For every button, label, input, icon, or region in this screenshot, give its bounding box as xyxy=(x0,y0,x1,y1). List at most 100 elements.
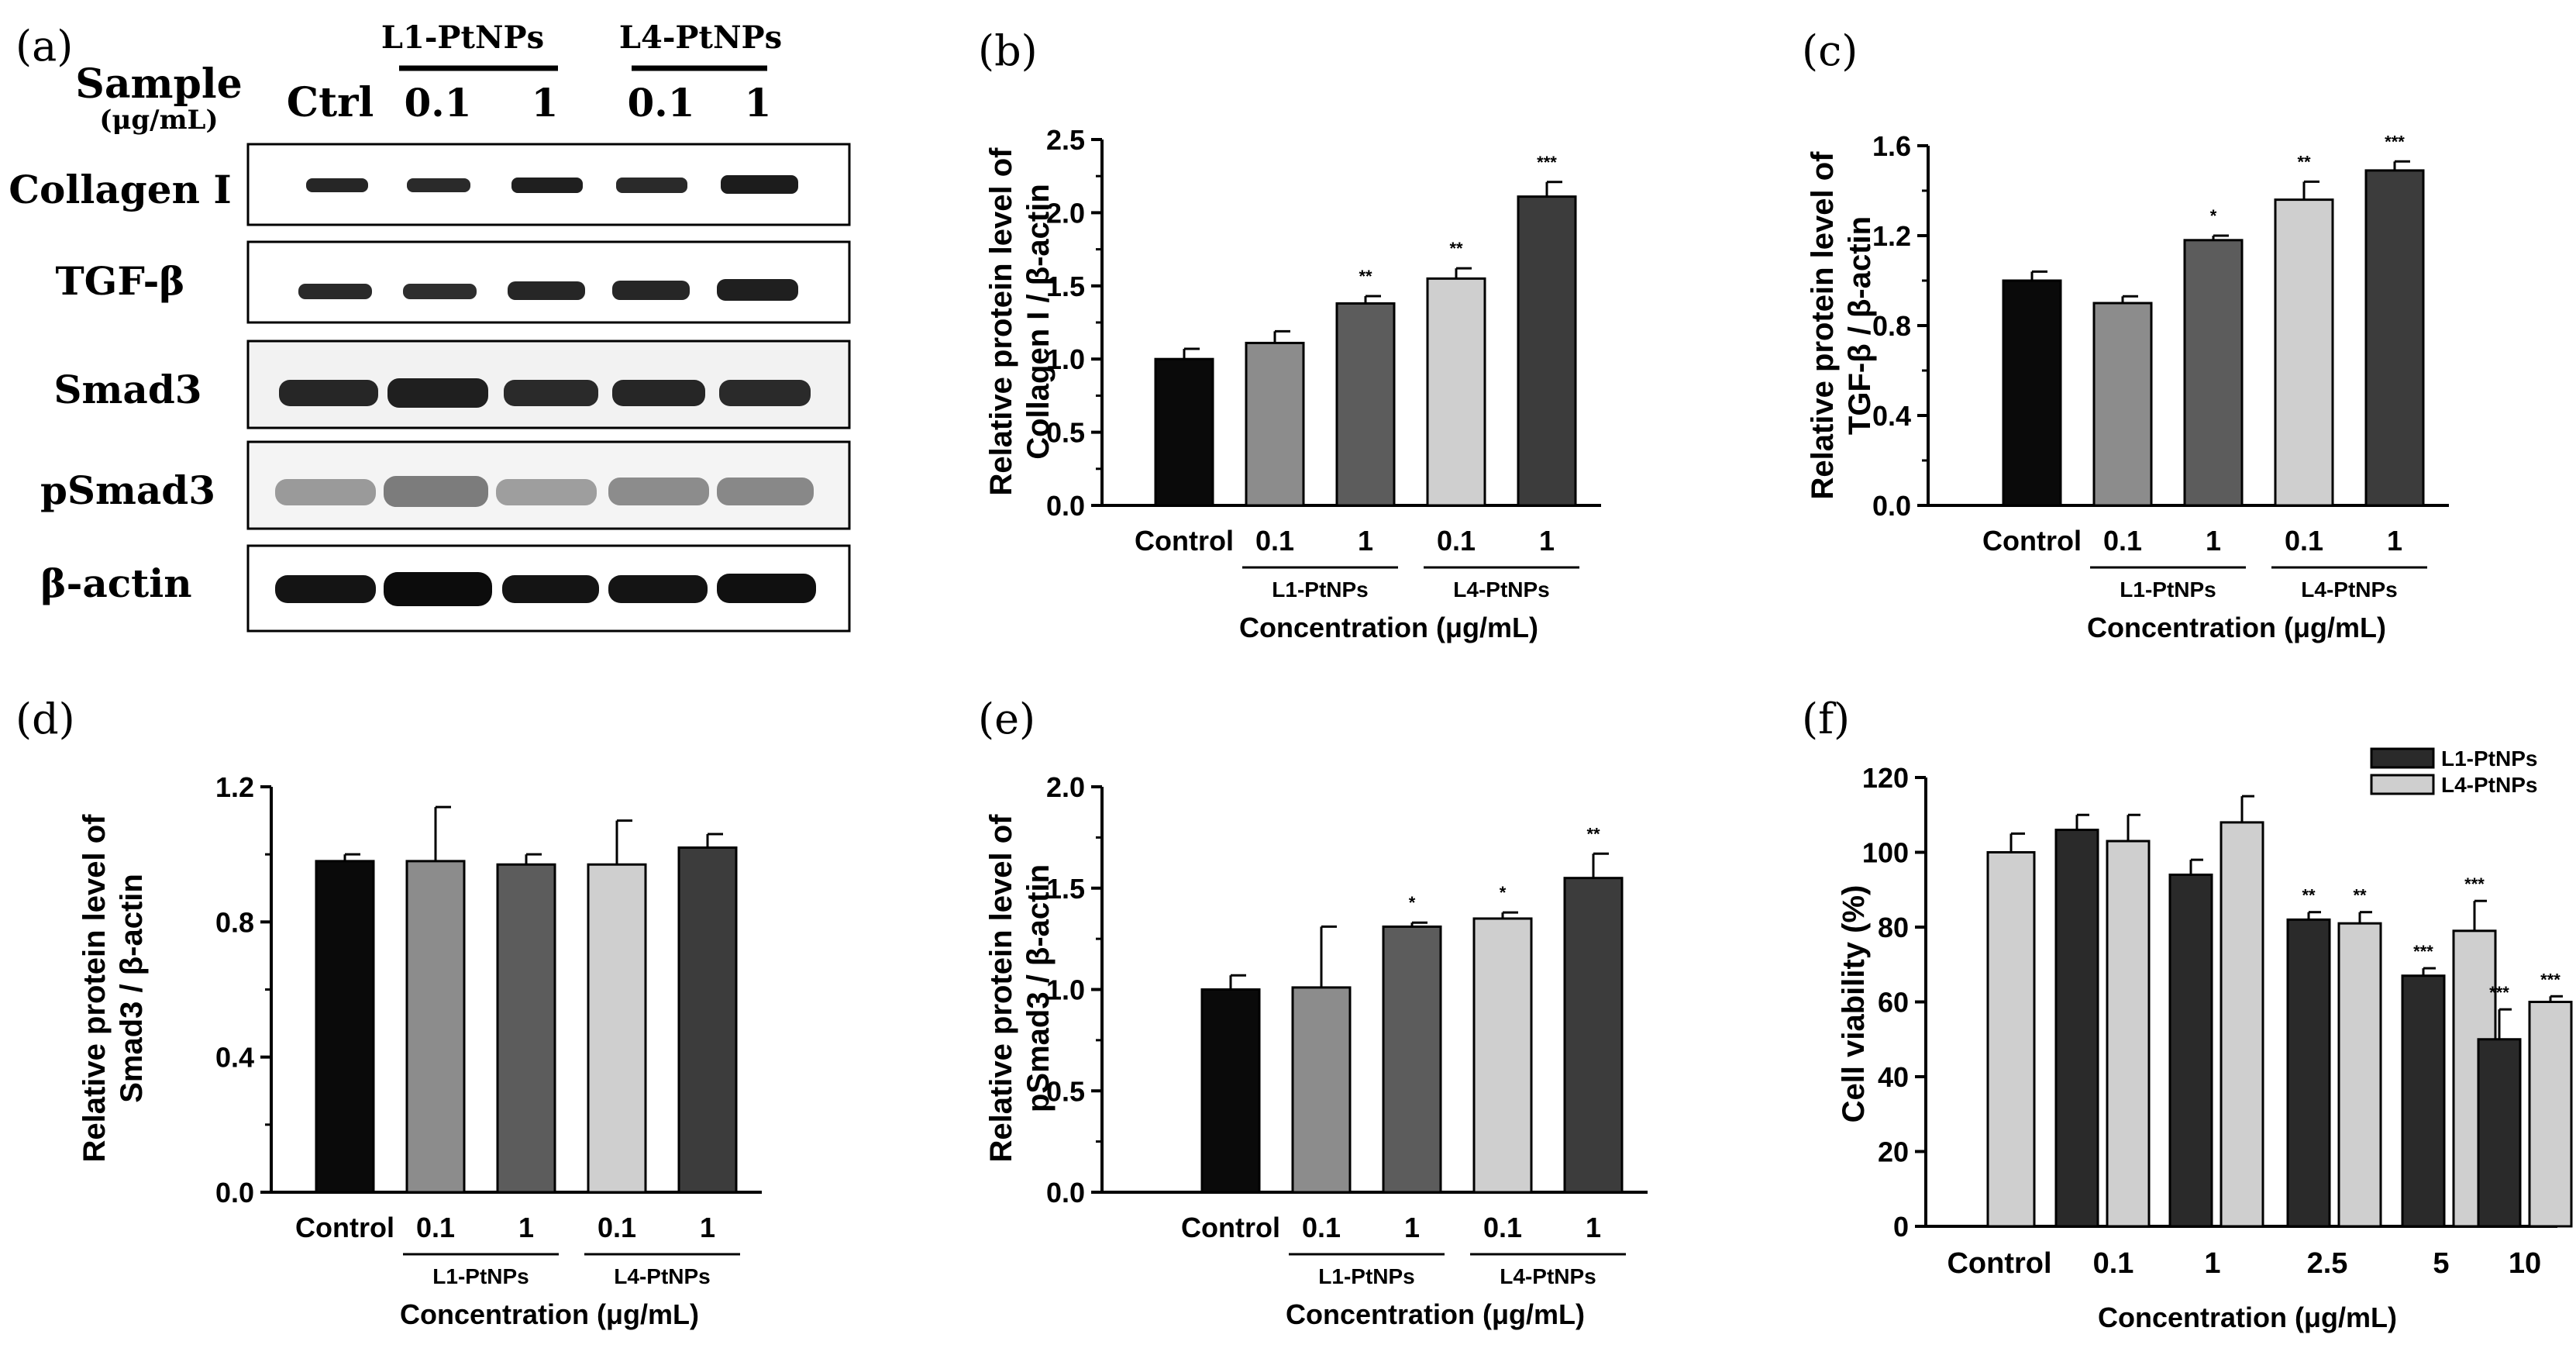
bar-L4-PtNPs xyxy=(2106,840,2151,1228)
blot-row-actin: β-actin xyxy=(40,544,851,633)
bar-L1-PtNPs xyxy=(2477,1038,2522,1228)
y-tick-label: 0.5 xyxy=(1046,417,1085,449)
significance-label: *** xyxy=(2464,874,2485,894)
y-tick-label: 0.8 xyxy=(1872,310,1911,342)
y-axis-label-line: Relative protein level of xyxy=(984,814,1018,1163)
x-tick-label: 0.1 xyxy=(1437,525,1476,557)
blot-band xyxy=(717,279,798,301)
y-tick-label: 0.8 xyxy=(215,906,254,938)
blot-band xyxy=(511,178,583,193)
significance-label: ** xyxy=(2302,886,2316,905)
y-axis-label-line: Relative protein level of xyxy=(77,814,112,1163)
y-tick-label: 0.5 xyxy=(1046,1075,1085,1107)
y-tick-label: 0.0 xyxy=(215,1177,254,1208)
bar xyxy=(1154,357,1214,507)
x-tick-label: 0.1 xyxy=(598,1212,636,1243)
bar xyxy=(2183,239,2244,507)
significance-label: * xyxy=(2210,206,2217,226)
bar xyxy=(1563,877,1624,1194)
panel-letter: (e) xyxy=(978,695,1035,743)
group-label: L1-PtNPs xyxy=(1272,578,1368,602)
blot-label-tgf: TGF-β xyxy=(55,258,184,304)
legend-label: L1-PtNPs xyxy=(2441,746,2537,771)
significance-label: ** xyxy=(1359,267,1372,286)
bar xyxy=(315,860,375,1194)
blot-band xyxy=(508,281,585,300)
panel-letter: (d) xyxy=(15,695,75,743)
blot-band xyxy=(384,572,492,606)
bar xyxy=(1426,277,1486,507)
x-tick-label: Control xyxy=(295,1212,394,1243)
bar xyxy=(2092,302,2153,507)
bar xyxy=(1382,925,1442,1194)
y-tick-label: 0.0 xyxy=(1872,490,1911,522)
blot-band xyxy=(306,178,368,192)
blot-band xyxy=(275,479,376,505)
y-axis-label-line: Collagen I / β-actin xyxy=(1021,184,1056,460)
y-tick-label: 0.4 xyxy=(1872,400,1911,432)
bar xyxy=(1245,341,1305,507)
x-axis-label: Concentration (μg/mL) xyxy=(1239,612,1538,643)
significance-label: ** xyxy=(1586,824,1600,843)
bar-L4-PtNPs xyxy=(2337,922,2382,1228)
significance-label: ** xyxy=(2297,152,2311,171)
significance-label: *** xyxy=(2413,942,2433,961)
x-tick-label: 1 xyxy=(2206,525,2221,557)
y-tick-label: 60 xyxy=(1878,987,1909,1019)
blot-label-collagen: Collagen I xyxy=(9,167,231,212)
x-tick-label: Control xyxy=(1181,1212,1280,1243)
x-tick-label: 0.1 xyxy=(1302,1212,1341,1243)
bar xyxy=(405,860,466,1194)
x-tick-label: 1 xyxy=(1358,525,1373,557)
blot-band xyxy=(717,574,816,603)
y-tick-label: 2.0 xyxy=(1046,197,1085,229)
panel-a-letter: (a) xyxy=(15,22,73,71)
x-axis-label: Concentration (μg/mL) xyxy=(2098,1302,2397,1333)
bar xyxy=(587,863,647,1194)
x-tick-label: 0.1 xyxy=(416,1212,455,1243)
blot-row-collagen: Collagen I xyxy=(9,143,851,226)
y-tick-label: 100 xyxy=(1862,837,1909,869)
panel-a: (a) Sample (μg/mL) Ctrl L1-PtNPs 0.1 1 L… xyxy=(9,19,851,633)
bar-L1-PtNPs xyxy=(2401,974,2446,1228)
blot-band xyxy=(279,380,378,406)
y-axis-label-line: Relative protein level of xyxy=(1806,151,1840,500)
x-tick-label: 1 xyxy=(1404,1212,1420,1243)
bar xyxy=(2002,279,2062,507)
dose-l4-1: 1 xyxy=(745,80,772,126)
blot-band xyxy=(717,478,814,505)
blot-band xyxy=(403,284,477,299)
bar-control xyxy=(1986,851,2036,1228)
panel-d: (d) 0.0 0.4 0.8 1.2 Relative protein level of… xyxy=(15,695,762,1330)
y-tick-label: 0 xyxy=(1893,1211,1909,1243)
panel-letter: (c) xyxy=(1802,26,1858,75)
legend-label: L4-PtNPs xyxy=(2441,773,2537,797)
y-tick-label: 0.0 xyxy=(1046,490,1085,522)
y-tick-label: 1.2 xyxy=(215,771,254,803)
y-tick-label: 2.0 xyxy=(1046,771,1085,803)
x-tick-label: 10 xyxy=(2509,1247,2541,1280)
significance-label: *** xyxy=(1537,153,1557,172)
group-label: L1-PtNPs xyxy=(2120,578,2216,602)
group-label: L4-PtNPs xyxy=(1453,578,1549,602)
y-tick-label: 120 xyxy=(1862,762,1909,794)
significance-label: ** xyxy=(1449,239,1463,258)
significance-label: ** xyxy=(2353,886,2367,905)
blot-band xyxy=(719,380,811,406)
y-tick-label: 1.5 xyxy=(1046,873,1085,905)
bar xyxy=(1472,917,1533,1194)
bar xyxy=(1291,986,1352,1194)
x-axis-label: Concentration (μg/mL) xyxy=(2087,612,2386,643)
blot-band xyxy=(384,476,488,507)
y-tick-label: 1.0 xyxy=(1046,974,1085,1006)
y-tick-label: 2.5 xyxy=(1046,124,1085,156)
blot-band xyxy=(407,178,470,192)
bar-L4-PtNPs xyxy=(2528,1001,2573,1228)
y-tick-label: 80 xyxy=(1878,912,1909,943)
blot-row-psmad3: pSmad3 xyxy=(40,440,851,530)
x-tick-label: 1 xyxy=(1539,525,1555,557)
bar xyxy=(1200,988,1261,1194)
y-axis-label-line: Smad3 / β-actin xyxy=(115,874,149,1103)
